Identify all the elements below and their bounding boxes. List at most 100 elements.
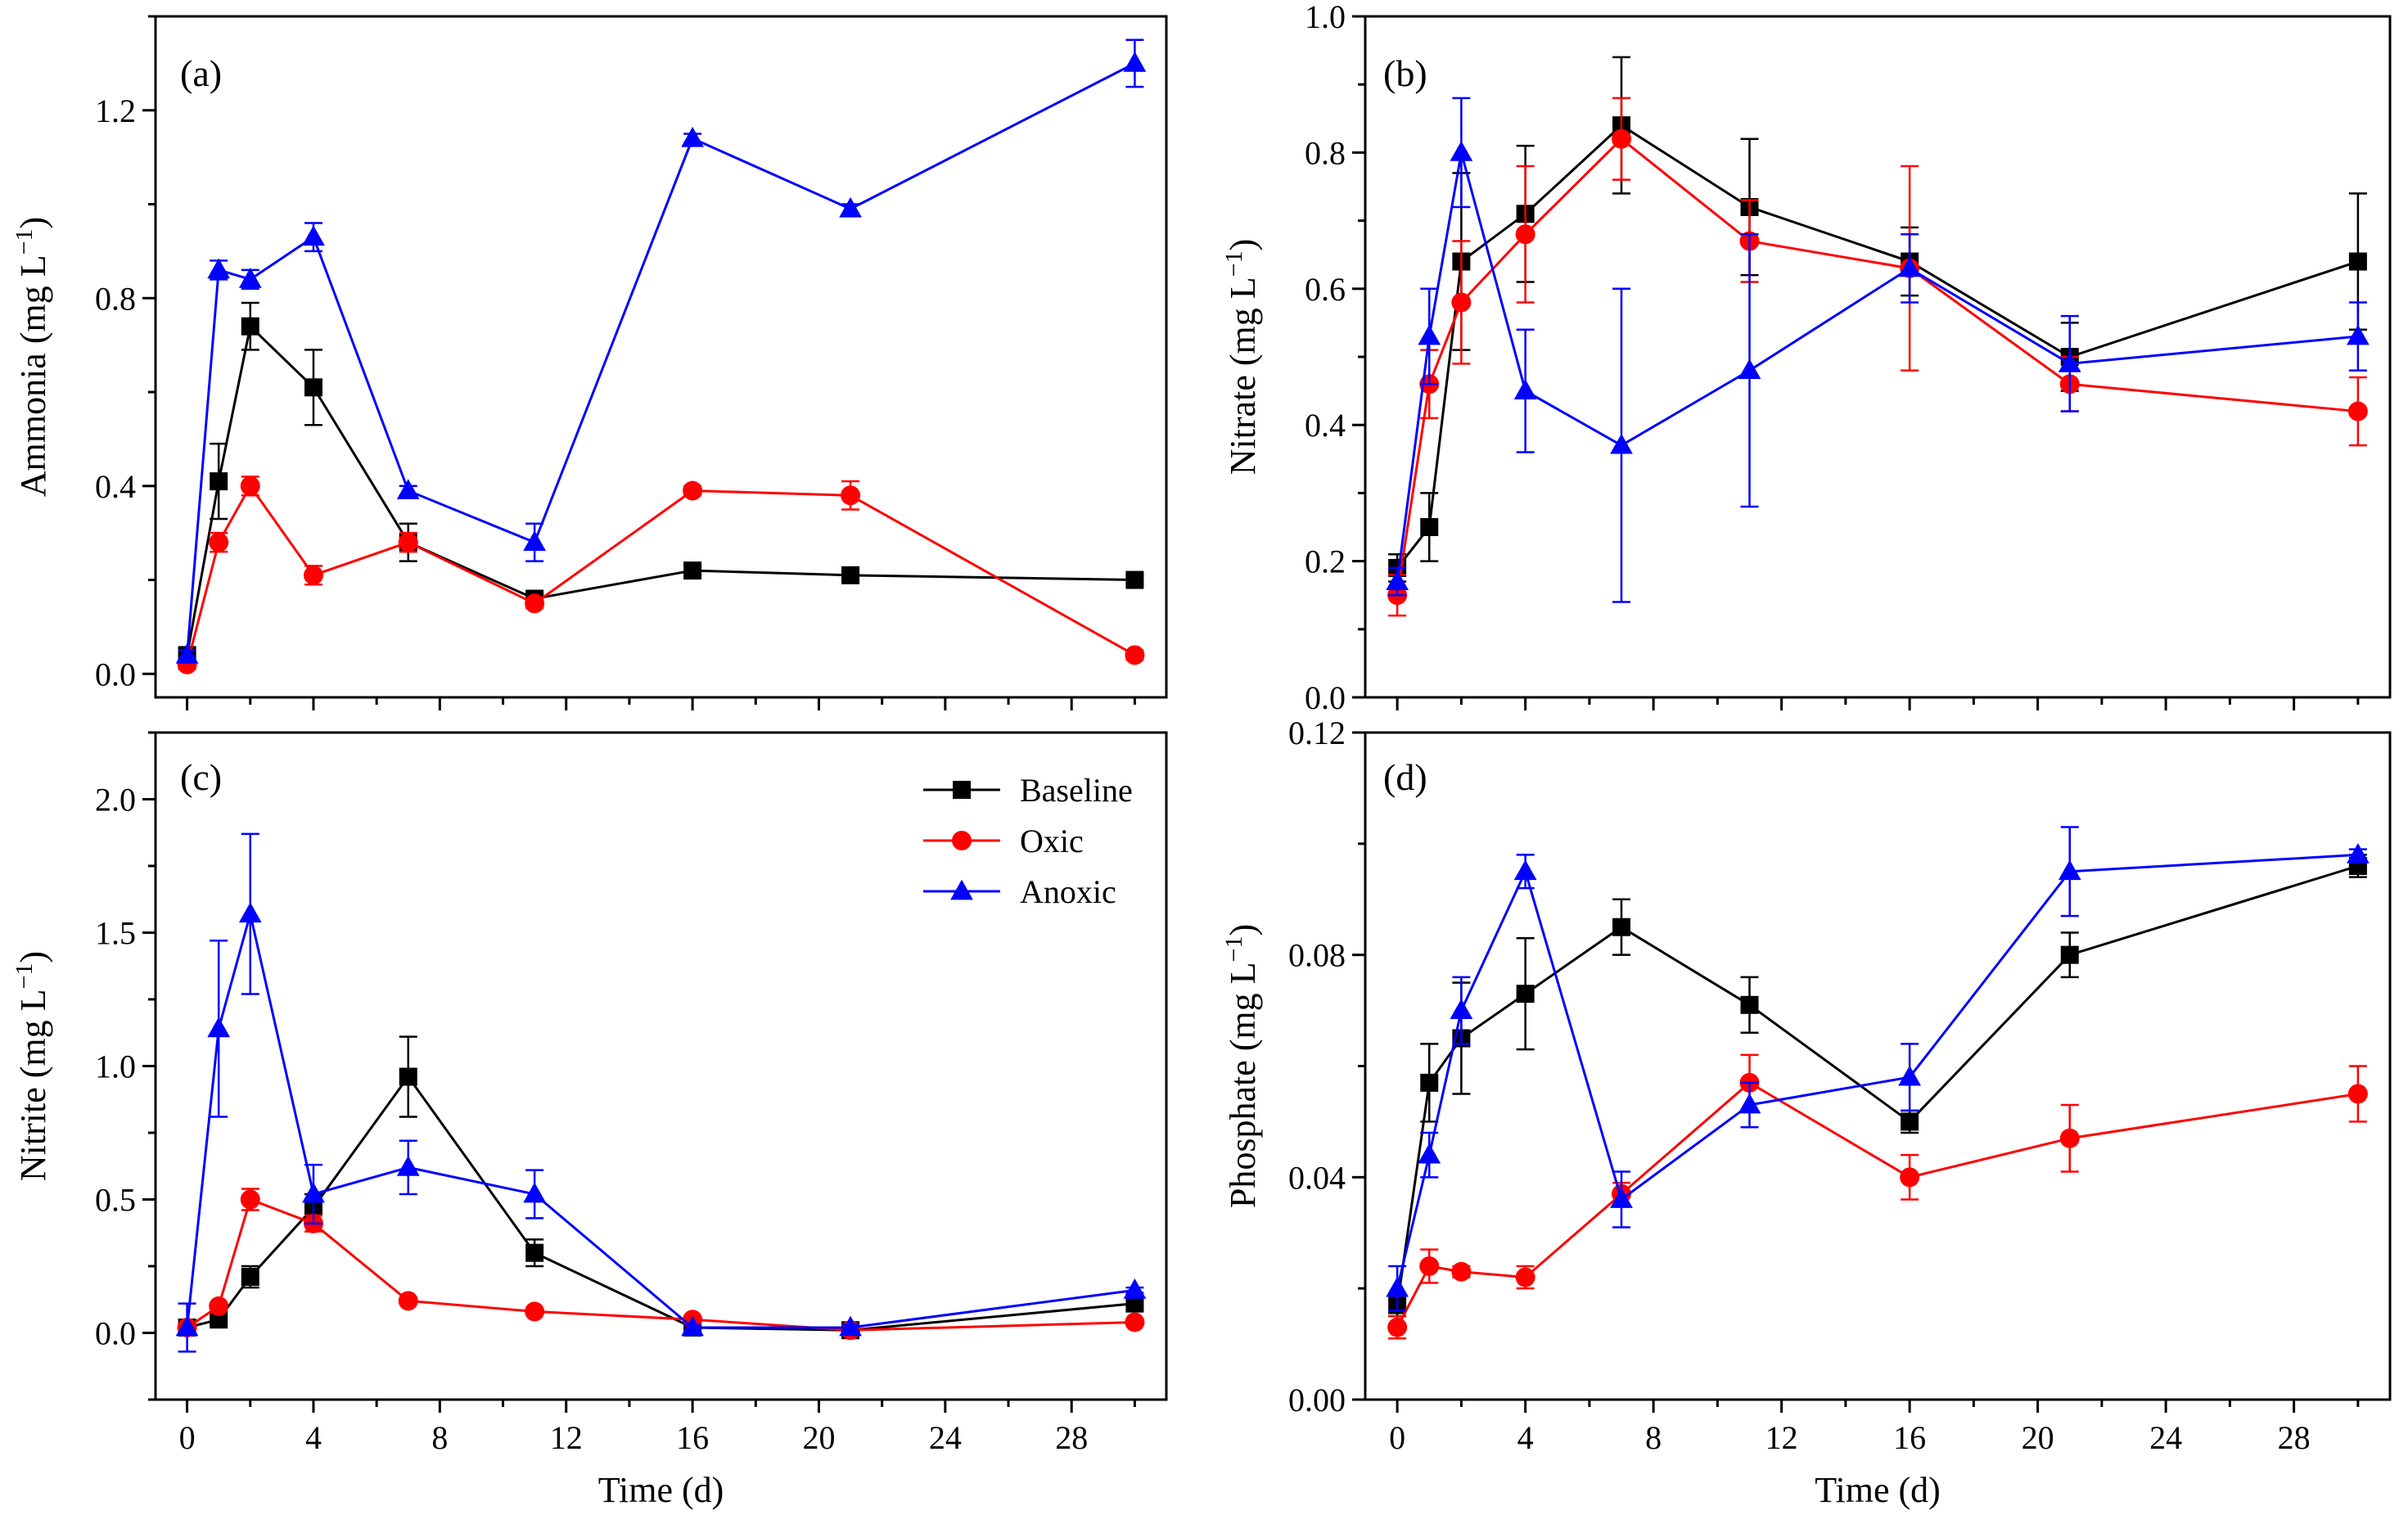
legend-entry-baseline: Baseline xyxy=(923,772,1133,809)
data-point xyxy=(1740,995,1759,1014)
x-tick-label: 16 xyxy=(676,1419,709,1456)
data-point xyxy=(525,1243,544,1262)
data-point xyxy=(304,378,322,397)
data-point xyxy=(2058,351,2081,372)
panel-tag: (b) xyxy=(1383,52,1427,94)
data-point xyxy=(175,1315,199,1337)
y-axis-label: Phosphate (mg L−1) xyxy=(1220,924,1263,1208)
y-tick-label: 1.0 xyxy=(1305,0,1346,35)
data-point xyxy=(2347,843,2370,863)
data-point xyxy=(240,1189,260,1210)
x-tick-label: 12 xyxy=(550,1419,583,1456)
y-axis-label: Ammonia (mg L−1) xyxy=(11,217,53,497)
data-point xyxy=(302,1182,325,1203)
x-tick-label: 20 xyxy=(2022,1419,2054,1456)
y-tick-label: 0.0 xyxy=(1305,679,1346,716)
data-point xyxy=(209,532,229,552)
x-tick-label: 16 xyxy=(1893,1419,1926,1456)
data-point xyxy=(1898,256,1921,277)
y-tick-label: 0.04 xyxy=(1288,1159,1346,1196)
data-point xyxy=(1516,985,1535,1003)
data-point xyxy=(1420,1073,1439,1092)
y-tick-label: 0.0 xyxy=(95,1315,136,1352)
data-point xyxy=(238,902,262,923)
data-point xyxy=(238,268,262,288)
panel-c: 0 4 8 12 16 20 24 28 0.0 0.5 1.0 1.5 2.0 Nitrite (mg … xyxy=(11,731,1168,1510)
data-point xyxy=(1900,1167,1920,1188)
y-tick-label: 0.4 xyxy=(95,468,136,505)
legend-marker xyxy=(952,831,972,850)
y-tick-label: 0.6 xyxy=(1305,271,1346,308)
data-point xyxy=(1125,1312,1145,1332)
series-anoxic xyxy=(175,832,1147,1353)
series-line xyxy=(186,323,1135,656)
x-tick-label: 0 xyxy=(1389,1419,1405,1456)
x-tick-label: 28 xyxy=(1055,1419,1088,1456)
data-point xyxy=(398,532,418,552)
data-point xyxy=(1450,141,1473,161)
y-tick-label: 0.5 xyxy=(95,1182,136,1219)
data-point xyxy=(1451,292,1472,313)
data-point xyxy=(1123,1278,1147,1299)
data-point xyxy=(241,1268,259,1287)
data-point xyxy=(1420,518,1439,536)
panel-tag: (c) xyxy=(180,756,222,798)
series-baseline xyxy=(178,1035,1144,1340)
y-tick-label: 0.8 xyxy=(95,280,136,317)
y-tick-label: 0.12 xyxy=(1288,715,1346,751)
panel-tag: (d) xyxy=(1383,756,1427,798)
data-point xyxy=(1418,324,1441,345)
y-tick-label: 0.2 xyxy=(1305,543,1346,580)
y-tick-label: 0.8 xyxy=(1305,134,1346,171)
legend-label: Baseline xyxy=(1020,772,1133,809)
series-oxic xyxy=(1387,97,2368,617)
y-axis-label: Nitrate (mg L−1) xyxy=(1220,239,1263,476)
data-point xyxy=(1513,859,1537,881)
series-line xyxy=(187,1074,1135,1332)
series-anoxic xyxy=(1386,97,2370,603)
data-point xyxy=(2060,945,2079,964)
series-anoxic xyxy=(175,38,1147,664)
data-point xyxy=(1738,358,1761,380)
y-tick-label: 2.0 xyxy=(95,782,136,818)
plot-frame xyxy=(1364,15,2392,699)
data-point xyxy=(1738,1093,1761,1114)
legend-label: Anoxic xyxy=(1020,873,1116,910)
x-tick-label: 28 xyxy=(2278,1419,2311,1456)
series-line xyxy=(1396,124,2359,569)
data-point xyxy=(399,1067,417,1086)
data-point xyxy=(681,126,704,147)
x-tick-label: 12 xyxy=(1765,1419,1798,1456)
data-point xyxy=(1125,645,1145,665)
x-tick-label: 8 xyxy=(1645,1419,1662,1456)
data-point xyxy=(209,1296,229,1316)
data-point xyxy=(1418,1143,1441,1164)
data-point xyxy=(1610,433,1633,454)
data-point xyxy=(1387,1317,1408,1337)
series-line xyxy=(1396,864,2359,1305)
data-point xyxy=(1125,1294,1144,1313)
data-point xyxy=(2348,252,2367,271)
series-line xyxy=(186,913,1135,1329)
data-point xyxy=(683,561,702,580)
data-point xyxy=(2058,859,2081,881)
y-tick-label: 0.08 xyxy=(1288,937,1346,974)
x-tick-label: 20 xyxy=(802,1419,835,1456)
panel-b: 0.0 0.2 0.4 0.6 0.8 1.0 Nitrate (mg L−1) (b) xyxy=(1220,0,2392,716)
x-tick-label: 0 xyxy=(179,1419,196,1456)
data-point xyxy=(240,476,260,496)
data-point xyxy=(839,1315,862,1337)
data-point xyxy=(207,1017,231,1038)
data-point xyxy=(1386,570,1409,590)
data-point xyxy=(525,1301,545,1322)
legend-entry-oxic: Oxic xyxy=(923,823,1084,859)
legend-marker xyxy=(953,781,971,799)
series-baseline xyxy=(178,301,1144,665)
data-point xyxy=(1513,379,1537,399)
data-point xyxy=(1419,1256,1440,1276)
data-point xyxy=(841,485,861,506)
series-oxic xyxy=(177,476,1145,674)
data-point xyxy=(1901,1112,1919,1131)
series-line xyxy=(1396,137,2359,596)
